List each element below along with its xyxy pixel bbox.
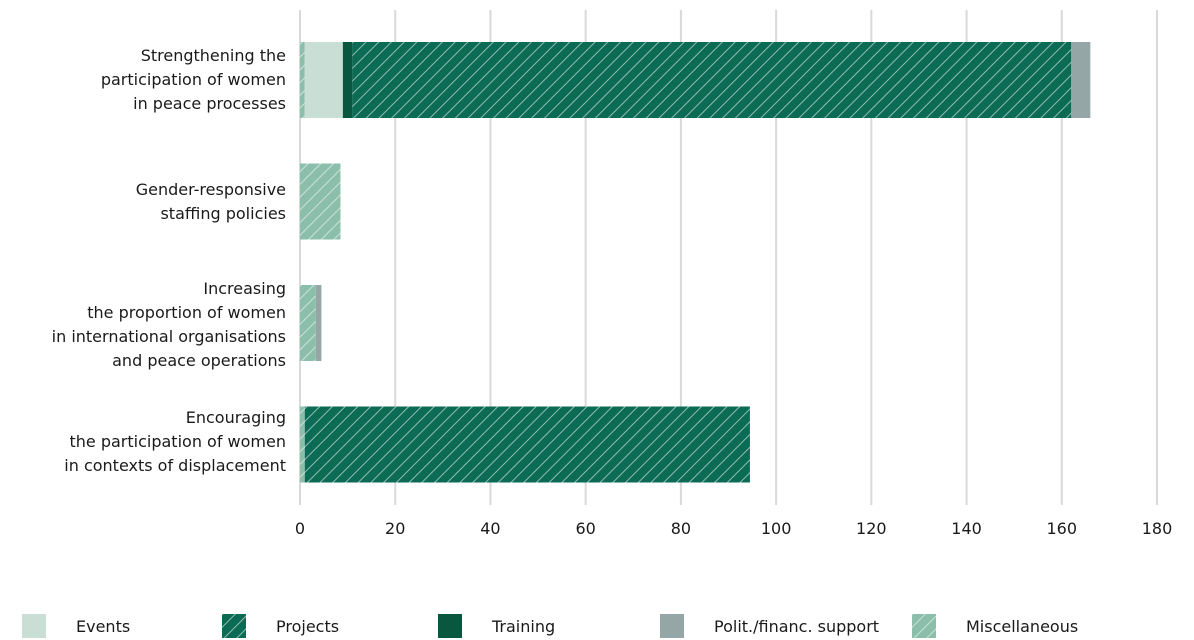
legend: Events Projects Training Polit./financ. sup… — [0, 600, 1194, 640]
x-tick-label: 100 — [760, 519, 792, 538]
x-tick-label: 120 — [856, 519, 887, 538]
legend-swatch-projects — [222, 614, 246, 638]
x-tick-label: 0 — [294, 519, 306, 538]
x-tick-label: 140 — [951, 519, 982, 538]
bar-projects-1 — [352, 42, 1072, 118]
category-label: Gender-responsive staffing policies — [135, 180, 286, 223]
x-tick-label: 20 — [385, 519, 406, 538]
x-tick-label: 180 — [1141, 519, 1173, 538]
bar-events-1 — [304, 42, 343, 118]
x-tick-label: 60 — [575, 519, 596, 538]
x-tick-label: 160 — [1046, 519, 1078, 538]
bar-training-1 — [342, 42, 353, 118]
category-label: Encouraging the participation of women i… — [64, 408, 286, 475]
bar-miscellaneous-4 — [300, 406, 305, 483]
legend-swatch-events — [22, 614, 46, 638]
legend-item-miscellaneous: Miscellaneous — [912, 614, 1078, 638]
legend-swatch-miscellaneous — [912, 614, 936, 638]
category-label: Increasing the proportion of women in in… — [51, 279, 286, 370]
legend-item-events: Events — [22, 614, 130, 638]
legend-label: Training — [492, 616, 556, 636]
legend-label: Polit./financ. support — [714, 616, 880, 636]
bar-miscellaneous-3 — [300, 285, 316, 361]
legend-label: Projects — [276, 616, 340, 636]
x-tick-label: 40 — [480, 519, 501, 538]
plot-area — [299, 10, 1158, 505]
legend-label: Miscellaneous — [966, 616, 1079, 636]
legend-label: Events — [76, 616, 131, 636]
category-label: Strengthening the participation of women… — [100, 46, 286, 113]
legend-item-training: Training — [438, 614, 555, 638]
bar-projects-4 — [304, 406, 750, 483]
bar-polit-financ-support-3 — [315, 285, 322, 361]
bar-miscellaneous-1 — [300, 42, 305, 118]
bar-polit-financ-support-1 — [1071, 42, 1091, 118]
legend-swatch-training — [438, 614, 462, 638]
legend-item-projects: Projects — [222, 614, 339, 638]
legend-swatch-polit-financ-support — [660, 614, 684, 638]
bar-miscellaneous-2 — [300, 163, 341, 240]
legend-item-polit-financ-support: Polit./financ. support — [660, 614, 879, 638]
stacked-bar-chart: Strengthening the participation of women… — [51, 10, 1173, 538]
x-tick-label: 80 — [670, 519, 692, 538]
